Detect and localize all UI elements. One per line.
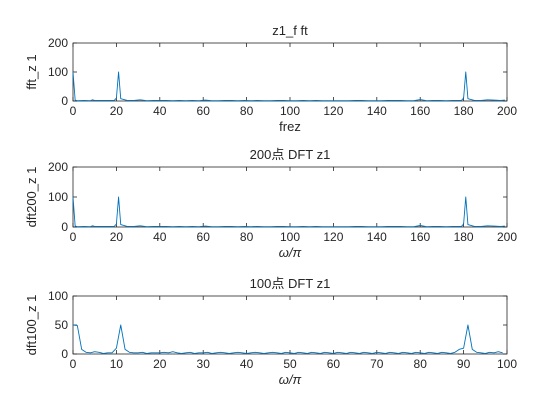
- x-tick-label: 40: [153, 104, 167, 118]
- x-tick-label: 100: [280, 104, 300, 118]
- series-line: [72, 324, 503, 354]
- x-tick-label: 40: [240, 357, 254, 371]
- x-tick-label: 180: [454, 104, 474, 118]
- x-tick-label: 10: [110, 357, 124, 371]
- y-tick-label: 0: [61, 94, 68, 108]
- x-tick-label: 200: [497, 230, 517, 244]
- x-tick-label: 80: [414, 357, 428, 371]
- subplot-2: 0 20 40 60 80 100 120 140 160 180 200 0 100 200 200点 D…: [24, 147, 517, 260]
- x-axis-label: frez: [279, 119, 301, 134]
- x-tick-label: 80: [240, 230, 254, 244]
- x-tick-label: 20: [110, 230, 124, 244]
- y-axis-label: dft200_z 1: [24, 167, 39, 228]
- subplot-1: 0 20 40 60 80 100 120 140 160 180 200 0 100 200 z1_f f…: [24, 23, 517, 134]
- series-line: [72, 196, 505, 228]
- x-tick-label: 160: [410, 230, 430, 244]
- x-tick-label: 40: [153, 230, 167, 244]
- series-line: [72, 71, 505, 102]
- y-axis-label: dft100_z 1: [24, 295, 39, 356]
- x-tick-label: 0: [70, 230, 77, 244]
- x-tick-label: 90: [457, 357, 471, 371]
- x-tick-label: 100: [280, 230, 300, 244]
- x-tick-label: 140: [367, 230, 387, 244]
- x-tick-label: 80: [240, 104, 254, 118]
- x-tick-label: 60: [327, 357, 341, 371]
- x-axis-label: ω/π: [279, 372, 302, 387]
- y-tick-label: 200: [48, 160, 68, 174]
- x-tick-label: 20: [153, 357, 167, 371]
- x-tick-label: 0: [70, 104, 77, 118]
- x-tick-label: 0: [70, 357, 77, 371]
- y-tick-label: 0: [61, 220, 68, 234]
- plot-area: [72, 166, 508, 228]
- chart-title: 100点 DFT z1: [250, 276, 331, 291]
- x-tick-label: 120: [323, 230, 343, 244]
- chart-title: 200点 DFT z1: [250, 147, 331, 162]
- x-tick-label: 60: [197, 230, 211, 244]
- y-tick-label: 0: [61, 347, 68, 361]
- x-tick-label: 120: [323, 104, 343, 118]
- x-tick-label: 20: [110, 104, 124, 118]
- y-tick-label: 50: [55, 318, 69, 332]
- x-tick-label: 200: [497, 104, 517, 118]
- y-tick-label: 100: [48, 289, 68, 303]
- x-axis-label: ω/π: [279, 245, 302, 260]
- plot-area: [72, 42, 508, 102]
- x-tick-label: 100: [497, 357, 517, 371]
- subplot-3: 0 10 20 30 40 50 60 70 80 90 100 0 50 100 100点 DFT z1 ω…: [24, 276, 517, 387]
- x-tick-label: 50: [283, 357, 297, 371]
- x-tick-label: 30: [197, 357, 211, 371]
- plot-area: [72, 295, 508, 355]
- x-tick-label: 140: [367, 104, 387, 118]
- x-tick-label: 160: [410, 104, 430, 118]
- x-tick-label: 60: [197, 104, 211, 118]
- y-tick-label: 200: [48, 36, 68, 50]
- y-tick-label: 100: [48, 190, 68, 204]
- x-tick-label: 70: [370, 357, 384, 371]
- y-axis-label: fft_z 1: [24, 54, 39, 89]
- y-tick-label: 100: [48, 65, 68, 79]
- chart-title: z1_f ft: [272, 23, 308, 38]
- x-tick-label: 180: [454, 230, 474, 244]
